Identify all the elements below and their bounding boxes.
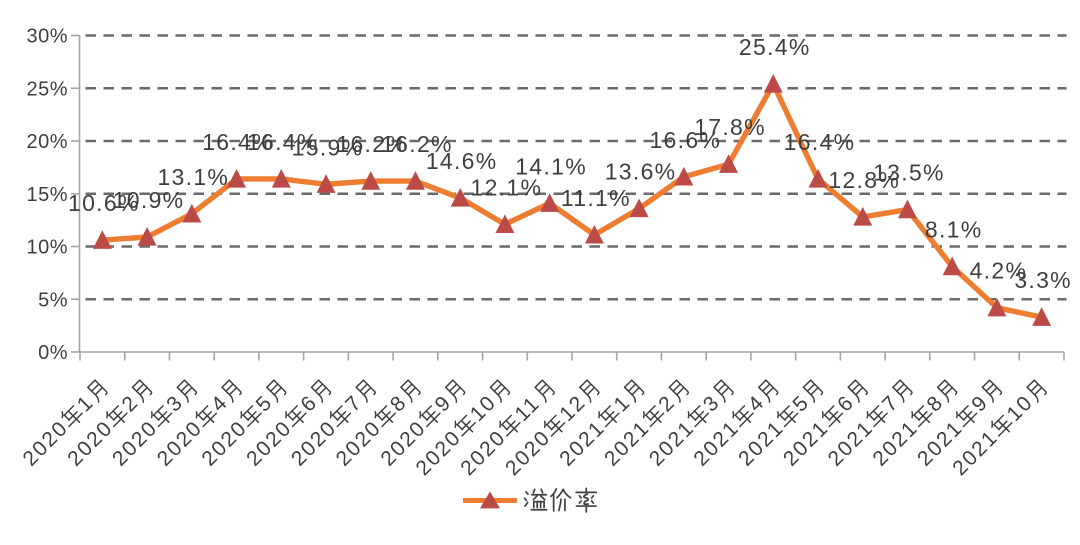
svg-text:16.4%: 16.4% bbox=[247, 129, 319, 155]
svg-text:25.4%: 25.4% bbox=[739, 34, 811, 60]
svg-text:25%: 25% bbox=[26, 78, 68, 100]
svg-text:17.8%: 17.8% bbox=[694, 114, 766, 140]
svg-text:16.4%: 16.4% bbox=[202, 129, 274, 155]
svg-text:0%: 0% bbox=[38, 342, 68, 364]
svg-text:5%: 5% bbox=[38, 289, 68, 311]
svg-text:13.5%: 13.5% bbox=[873, 160, 945, 186]
svg-text:15%: 15% bbox=[26, 184, 68, 206]
svg-text:14.1%: 14.1% bbox=[515, 153, 587, 179]
svg-text:14.6%: 14.6% bbox=[426, 148, 498, 174]
svg-text:16.2%: 16.2% bbox=[336, 131, 408, 157]
svg-text:10%: 10% bbox=[26, 237, 68, 259]
svg-text:20%: 20% bbox=[26, 131, 68, 153]
svg-text:16.2%: 16.2% bbox=[381, 131, 453, 157]
svg-text:13.1%: 13.1% bbox=[157, 164, 229, 190]
svg-text:8.1%: 8.1% bbox=[925, 217, 983, 243]
svg-text:11.1%: 11.1% bbox=[561, 185, 631, 211]
svg-text:16.6%: 16.6% bbox=[649, 127, 721, 153]
svg-text:12.8%: 12.8% bbox=[828, 167, 900, 193]
svg-text:16.4%: 16.4% bbox=[784, 129, 856, 155]
svg-text:3.3%: 3.3% bbox=[1014, 267, 1072, 293]
svg-text:10.6%: 10.6% bbox=[68, 190, 140, 216]
svg-text:15.9%: 15.9% bbox=[292, 134, 364, 160]
svg-text:10.9%: 10.9% bbox=[113, 187, 185, 213]
svg-text:4.2%: 4.2% bbox=[970, 258, 1028, 284]
svg-text:30%: 30% bbox=[26, 26, 68, 48]
svg-text:12.1%: 12.1% bbox=[471, 174, 543, 200]
svg-text:13.6%: 13.6% bbox=[605, 159, 677, 185]
